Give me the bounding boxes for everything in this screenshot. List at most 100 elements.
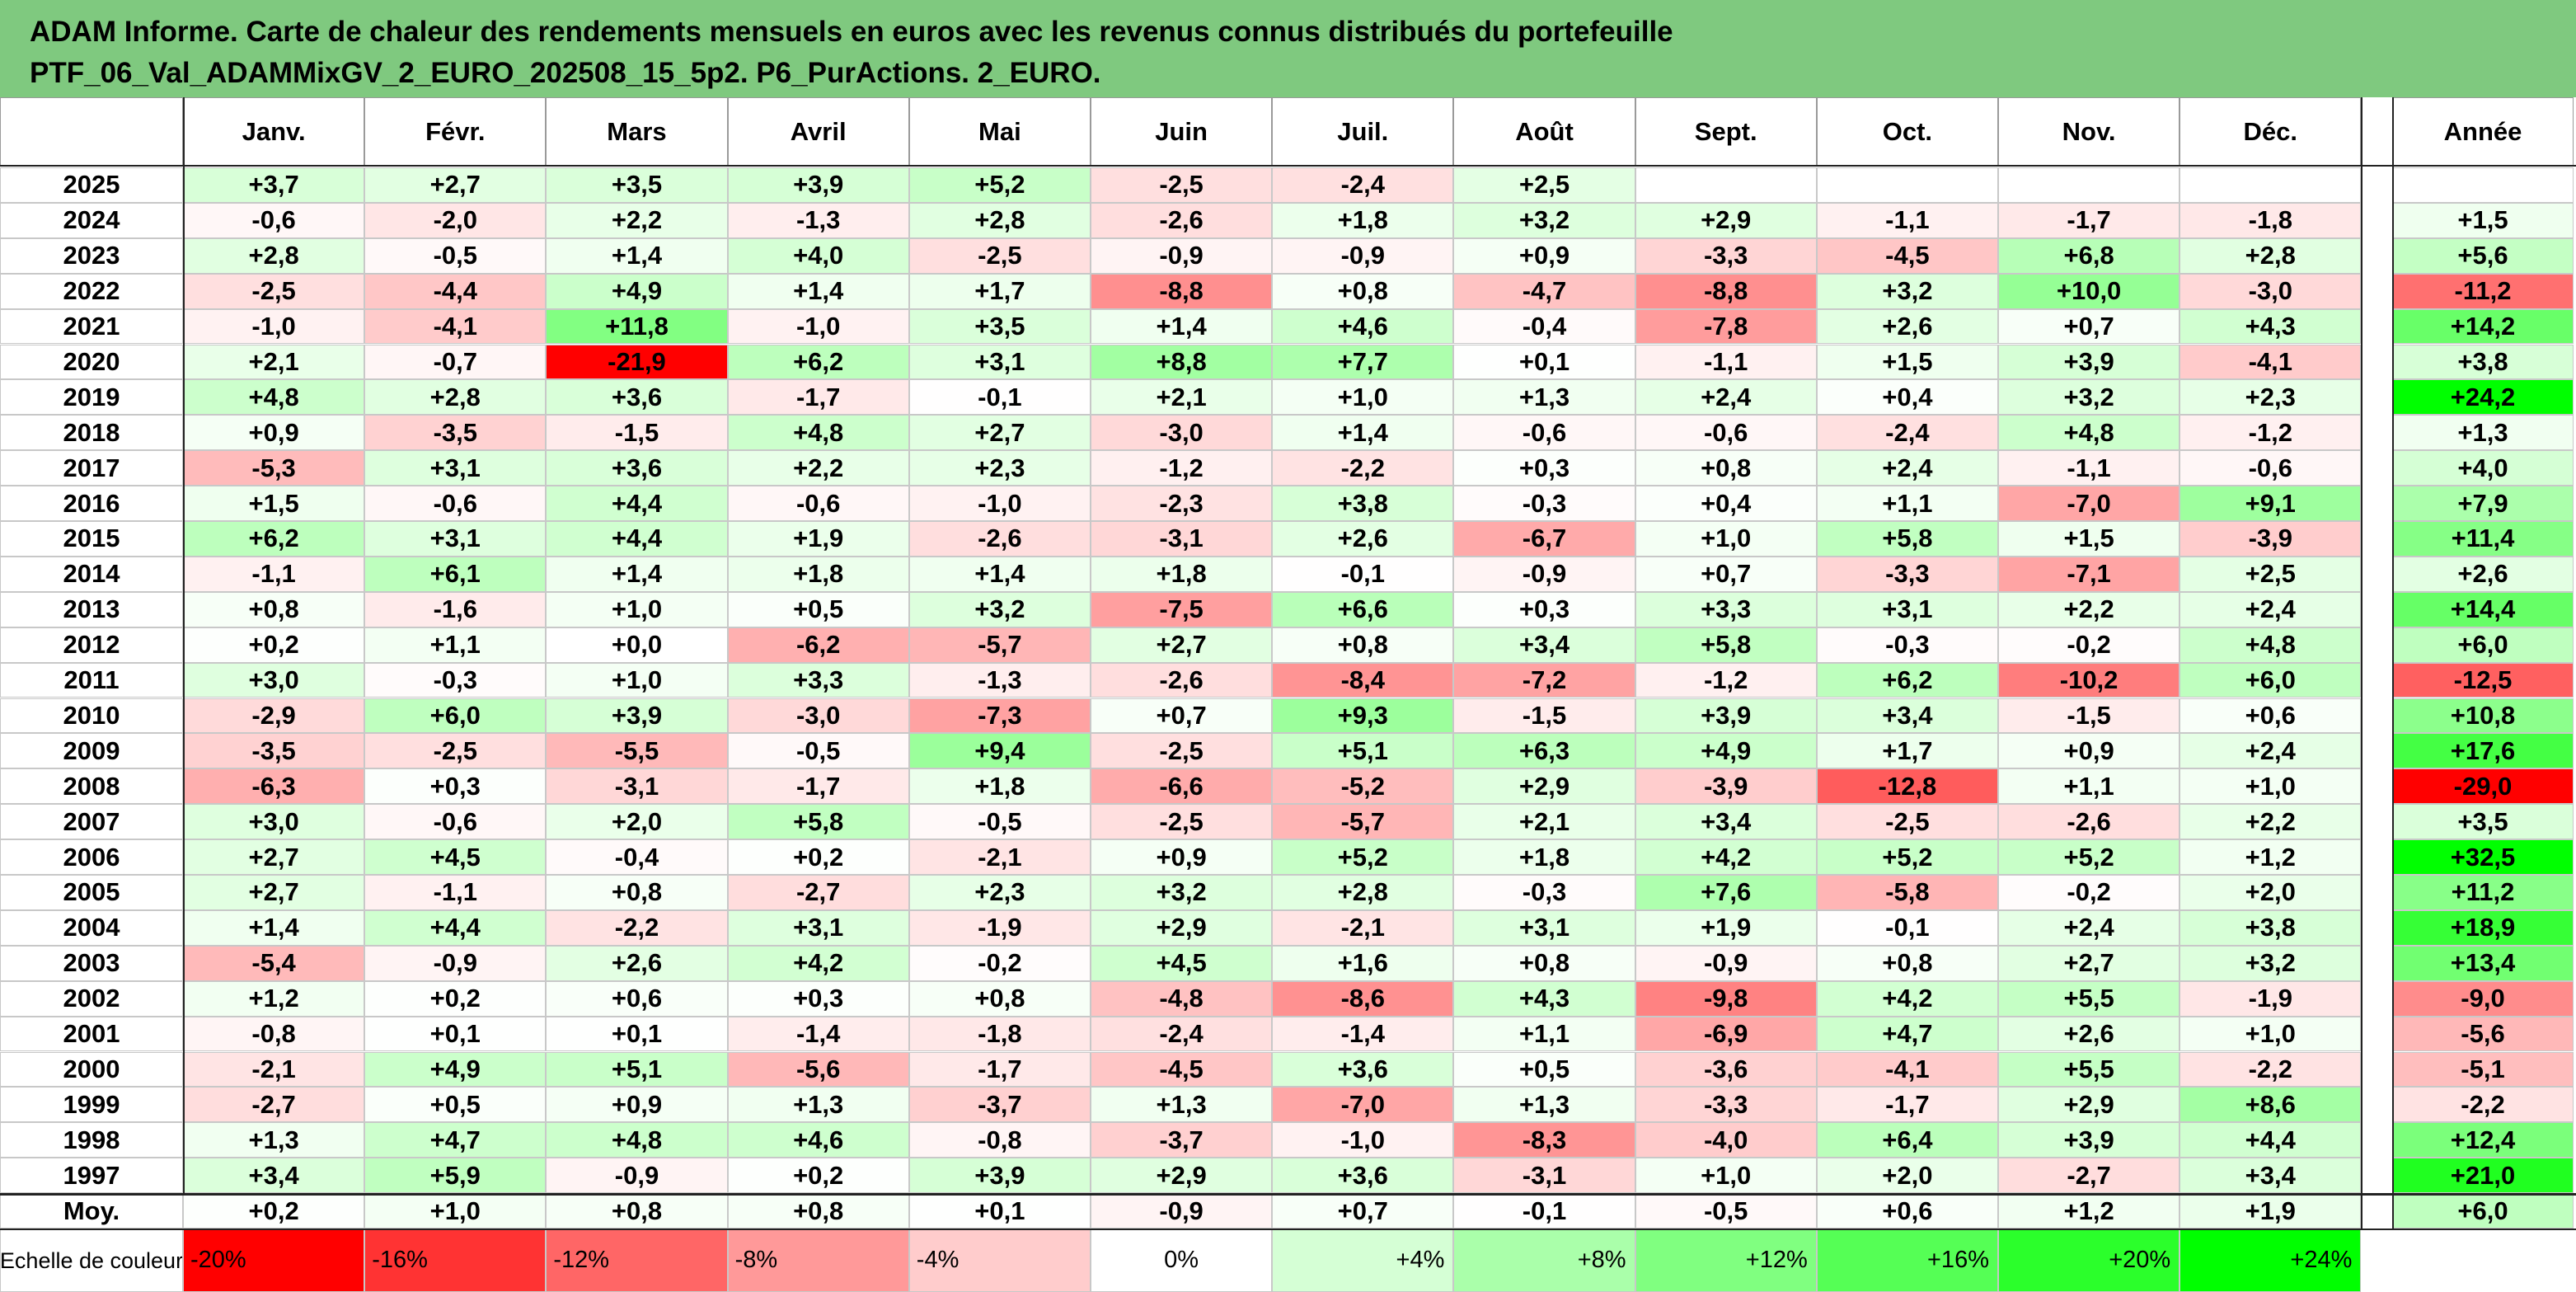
annual-cell: +24,2 [2392,379,2574,416]
average-annual-cell: +6,0 [2392,1193,2574,1229]
annual-cell: +21,0 [2392,1158,2574,1194]
heatmap-cell: -1,3 [908,662,1091,698]
heatmap-cell: -2,6 [1091,662,1273,698]
heatmap-cell: +2,8 [364,379,547,416]
heatmap-cell: -1,5 [546,415,728,451]
heatmap-cell: -2,2 [2180,1051,2362,1088]
heatmap-cell: +0,9 [1998,733,2180,769]
title-bar: ADAM Informe. Carte de chaleur des rende… [0,0,2576,97]
heatmap-cell: -5,5 [546,733,728,769]
annual-cell: +2,6 [2392,556,2574,592]
heatmap-cell: +1,0 [1635,1158,1817,1194]
heatmap-cell: -0,6 [1635,415,1817,451]
annual-cell: +1,3 [2392,415,2574,451]
title-line-2: PTF_06_Val_ADAMMixGV_2_EURO_202508_15_5p… [30,57,1101,89]
row-label-2011: 2011 [0,662,183,698]
row-label-2025: 2025 [0,167,183,203]
heatmap-cell: +5,2 [1998,839,2180,875]
heatmap-cell: +6,0 [2180,662,2362,698]
heatmap-cell: +2,3 [2180,379,2362,416]
heatmap-cell: +2,8 [1272,875,1454,910]
heatmap-cell: +4,8 [183,379,365,416]
heatmap-cell: +6,2 [183,521,365,557]
average-bottom-divider [0,1229,2576,1230]
heatmap-cell: +3,2 [1998,379,2180,416]
heatmap-cell: -4,5 [1091,1051,1273,1088]
heatmap-cell: +5,1 [546,1051,728,1088]
heatmap-cell: +10,0 [1998,273,2180,309]
heatmap-cell: +2,7 [183,875,365,910]
color-scale-swatch: 0% [1091,1229,1273,1292]
heatmap-cell: -3,5 [364,415,547,451]
average-cell: -0,5 [1635,1193,1817,1229]
heatmap-cell: -0,9 [546,1158,728,1194]
heatmap-cell: -2,5 [1091,804,1273,840]
heatmap-cell: +0,4 [1635,486,1817,521]
heatmap-cell: -0,6 [727,486,909,521]
annual-cell: +14,2 [2392,308,2574,345]
heatmap-cell: +0,2 [364,980,547,1017]
heatmap-cell: -4,5 [1816,237,1998,274]
heatmap-cell: -21,9 [546,344,728,380]
row-label-2020: 2020 [0,344,183,380]
heatmap-cell: -5,4 [183,945,365,981]
heatmap-cell: +2,8 [183,237,365,274]
heatmap-cell: -4,1 [1816,1051,1998,1088]
heatmap-cell: -1,1 [1998,450,2180,486]
heatmap-cell: -3,9 [1635,768,1817,805]
heatmap-cell: +3,6 [1272,1158,1454,1194]
heatmap-cell: -4,0 [1635,1122,1817,1158]
heatmap-cell: +5,5 [1998,980,2180,1017]
heatmap-cell: +4,6 [1272,308,1454,345]
heatmap-cell: +1,1 [1816,486,1998,521]
heatmap-cell: -0,5 [364,237,547,274]
heatmap-cell: -0,7 [364,344,547,380]
heatmap-cell: +4,9 [546,273,728,309]
heatmap-cell: +1,4 [727,273,909,309]
heatmap-cell: +3,9 [727,167,909,203]
heatmap-cell: +0,7 [1091,698,1273,734]
annual-cell: +18,9 [2392,909,2574,946]
heatmap-cell [1998,167,2180,203]
heatmap-cell: -5,6 [727,1051,909,1088]
heatmap-cell: +0,9 [546,1087,728,1123]
heatmap-cell: +4,7 [364,1122,547,1158]
heatmap-cell: +3,2 [1453,202,1635,238]
heatmap-cell: -7,0 [1272,1087,1454,1123]
annual-cell: +12,4 [2392,1122,2574,1158]
heatmap-cell: -8,6 [1272,980,1454,1017]
heatmap-cell: -5,2 [1272,768,1454,805]
heatmap-cell: -7,5 [1091,591,1273,627]
heatmap-cell: +2,9 [1091,909,1273,946]
heatmap-cell: +3,2 [1816,273,1998,309]
row-label-2010: 2010 [0,698,183,734]
month-header-8: Août [1453,97,1635,167]
heatmap-cell: -1,7 [1998,202,2180,238]
heatmap-cell: -0,2 [1998,875,2180,910]
heatmap-cell: -1,7 [727,379,909,416]
heatmap-cell: +1,3 [727,1087,909,1123]
months-right-divider [2361,97,2363,1229]
color-scale-swatch: +12% [1635,1229,1817,1292]
row-label-1999: 1999 [0,1087,183,1123]
annual-cell: +7,9 [2392,486,2574,521]
heatmap-cell: +0,6 [546,980,728,1017]
heatmap-cell: +2,4 [2180,733,2362,769]
heatmap-cell: -1,9 [908,909,1091,946]
heatmap-cell: +6,6 [1272,591,1454,627]
heatmap-cell: -2,5 [183,273,365,309]
heatmap-cell: -3,1 [546,768,728,805]
heatmap-cell: +2,4 [1998,909,2180,946]
average-cell: -0,9 [1091,1193,1273,1229]
annual-cell: -29,0 [2392,768,2574,805]
heatmap-cell: +8,6 [2180,1087,2362,1123]
heatmap-cell: -5,8 [1816,875,1998,910]
heatmap-cell: +3,1 [1453,909,1635,946]
heatmap-cell: +0,7 [1998,308,2180,345]
average-cell: +1,9 [2180,1193,2362,1229]
heatmap-cell: -1,2 [1091,450,1273,486]
heatmap-cell: -3,7 [908,1087,1091,1123]
heatmap-cell: +4,5 [1091,945,1273,981]
annual-cell: +3,8 [2392,344,2574,380]
heatmap-cell: -1,8 [908,1016,1091,1052]
